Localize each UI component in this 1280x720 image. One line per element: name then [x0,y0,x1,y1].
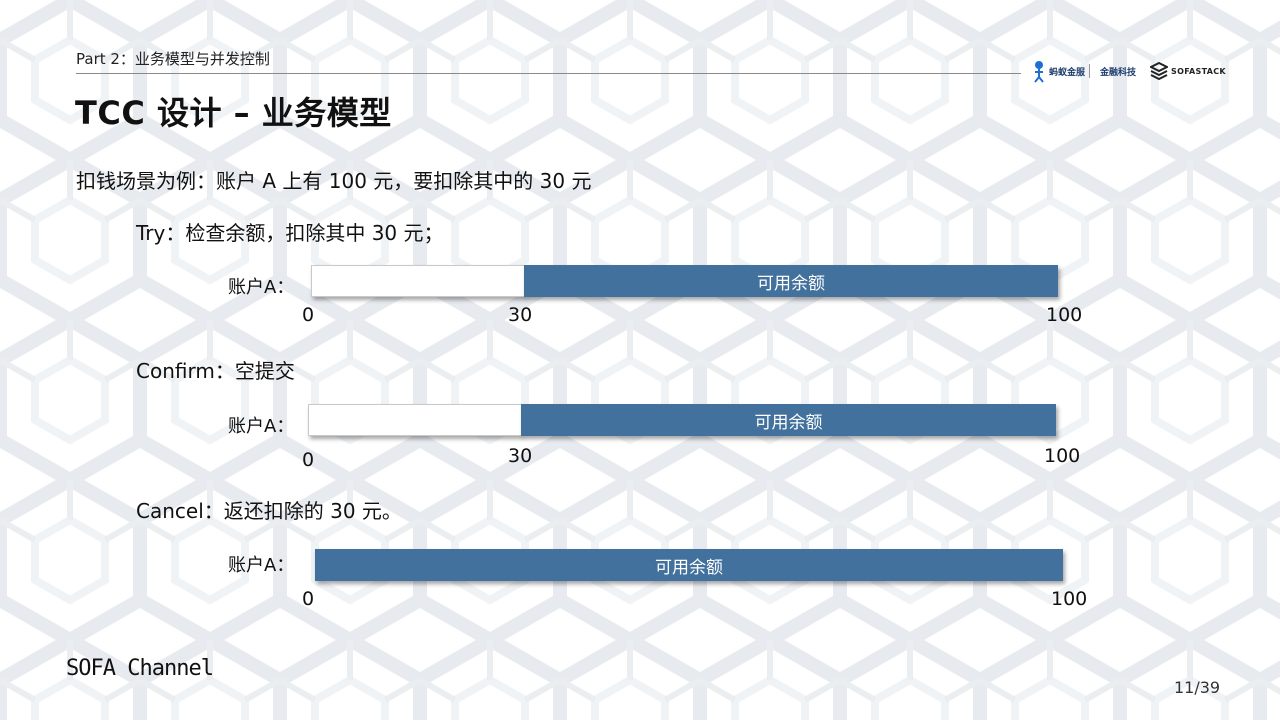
available-balance-bar: 可用余额 [521,404,1056,436]
tick-label: 30 [508,445,533,467]
step-try-label: Try：检查余额，扣除其中 30 元； [136,221,444,245]
page-number: 11/39 [1174,678,1221,697]
available-balance-bar: 可用余额 [524,265,1058,297]
account-label: 账户A： [228,416,295,437]
header-divider [76,73,1021,74]
step-cancel-label: Cancel：返还扣除的 30 元。 [136,499,402,523]
sofastack-logo-text: SOFASTACK [1171,66,1226,76]
tick-label: 0 [302,588,315,610]
sofastack-logo: SOFASTACK [1150,62,1226,80]
sofa-channel-footer: SOFA Channel [66,656,214,681]
step-confirm-label: Confirm：空提交 [136,359,295,383]
account-label: 账户A： [228,277,295,298]
deducted-segment [308,404,522,436]
available-balance-label: 可用余额 [655,557,723,578]
brand-logos: 蚂蚁金服 金融科技 SOFASTACK [1032,56,1226,86]
deducted-segment [311,265,525,297]
available-balance-label: 可用余额 [757,273,825,294]
available-balance-label: 可用余额 [754,412,823,433]
tick-label: 30 [508,304,533,326]
sofastack-icon [1150,62,1169,80]
tick-label: 100 [1051,588,1088,610]
fintech-logo-text: 金融科技 [1100,67,1137,78]
ant-logo-text: 蚂蚁金服 [1049,67,1086,78]
tick-label: 0 [302,449,315,471]
account-label: 账户A： [228,555,295,576]
ant-mascot-icon [1034,61,1044,83]
logo-separator [1089,64,1091,78]
tick-label: 100 [1044,445,1081,467]
tick-label: 100 [1046,304,1083,326]
available-balance-bar: 可用余额 [315,549,1063,581]
slide-title: TCC 设计 – 业务模型 [75,94,392,132]
scenario-description: 扣钱场景为例：账户 A 上有 100 元，要扣除其中的 30 元 [76,169,592,193]
section-breadcrumb: Part 2：业务模型与并发控制 [76,50,270,68]
ant-financial-logo: 蚂蚁金服 [1032,59,1085,83]
tick-label: 0 [302,304,315,326]
